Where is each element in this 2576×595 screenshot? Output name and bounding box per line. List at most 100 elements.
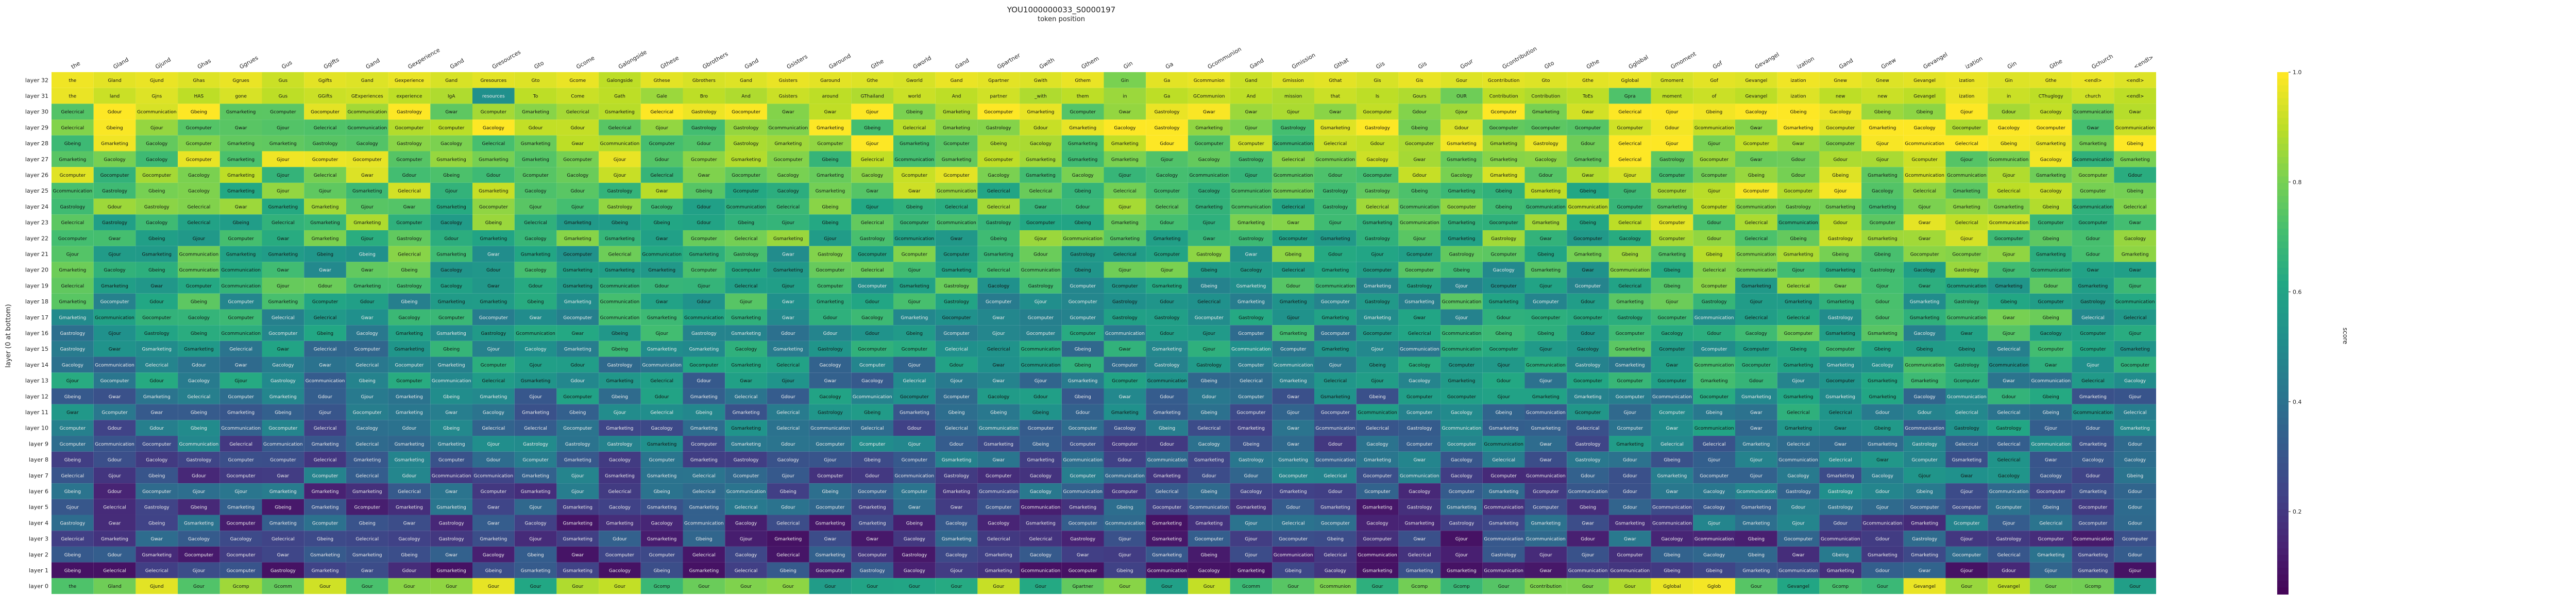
- heatmap-cell: [725, 104, 767, 120]
- cell-token-label: Gastrology: [102, 189, 127, 194]
- heatmap-cell: [1020, 262, 1062, 278]
- colorbar-swatch: [2277, 78, 2289, 86]
- heatmap-cell: [1314, 451, 1357, 468]
- heatmap-cell: [1230, 483, 1273, 499]
- heatmap-cell: [1104, 182, 1146, 199]
- x-tick-label: Gthe: [1585, 58, 1601, 71]
- heatmap-cell: [388, 341, 431, 357]
- cell-token-label: Gsmarketing: [1026, 521, 1056, 526]
- cell-token-label: Gcommunication: [1947, 284, 1987, 289]
- heatmap-cell: [52, 246, 94, 262]
- cell-token-label: Gastrology: [944, 473, 969, 479]
- heatmap-cell: [1903, 404, 1946, 420]
- cell-token-label: Gbeing: [696, 189, 712, 194]
- heatmap-cell: [599, 420, 641, 436]
- heatmap-cell: [1104, 341, 1146, 357]
- cell-token-label: Gwar: [992, 458, 1005, 463]
- heatmap-cell: [178, 309, 220, 326]
- cell-token-label: Gocomputer: [1573, 236, 1602, 242]
- cell-token-label: Gastrology: [1912, 537, 1937, 542]
- heatmap-cell: [1020, 309, 1062, 326]
- heatmap-cell: [388, 356, 431, 373]
- cell-token-label: Gbeing: [401, 300, 417, 305]
- heatmap-cell: [514, 88, 557, 104]
- cell-token-label: Gmarketing: [1911, 521, 1938, 526]
- cell-token-label: Gocomputer: [1363, 173, 1392, 178]
- cell-token-label: Gjour: [1329, 363, 1342, 368]
- heatmap-cell: [178, 246, 220, 262]
- heatmap-cell: [135, 88, 178, 104]
- heatmap-cell: [2029, 135, 2072, 151]
- heatmap-cell: [640, 404, 683, 420]
- heatmap-cell: [135, 214, 178, 230]
- heatmap-cell: [262, 262, 304, 278]
- cell-token-label: Gsmarketing: [1447, 142, 1477, 147]
- colorbar-swatch: [2277, 85, 2289, 92]
- cell-token-label: Gbeing: [1874, 426, 1891, 431]
- heatmap-cell: [1061, 104, 1104, 120]
- cell-token-label: Gcomputer: [986, 505, 1012, 511]
- cell-token-label: Gjour: [782, 220, 795, 226]
- cell-token-label: Gour: [1961, 584, 1972, 589]
- cell-token-label: Gjour: [319, 410, 332, 415]
- heatmap-cell: [1482, 483, 1525, 499]
- cell-token-label: Gelecrical: [1366, 426, 1389, 431]
- y-tick-label: layer 28: [25, 140, 48, 147]
- heatmap-cell: [1272, 198, 1314, 215]
- cell-token-label: Gdour: [1581, 473, 1595, 479]
- heatmap-cell: [1777, 293, 1820, 310]
- heatmap-cell: [1988, 230, 2030, 246]
- heatmap-cell: [2072, 388, 2114, 404]
- cell-token-label: Gwar: [109, 395, 121, 400]
- cell-token-label: Gcommunication: [1189, 173, 1229, 178]
- cell-token-label: Gcomputer: [228, 300, 254, 305]
- cell-token-label: Gastrology: [144, 331, 170, 336]
- cell-token-label: Gocomputer: [2037, 126, 2065, 131]
- heatmap-cell: [1482, 214, 1525, 230]
- cell-token-label: Gsmarketing: [900, 410, 929, 415]
- cell-token-label: Gdour: [1328, 173, 1343, 178]
- cell-token-label: Gocomputer: [732, 110, 760, 115]
- cell-token-label: Gcomputer: [270, 458, 296, 463]
- heatmap-cell: [304, 420, 346, 436]
- cell-token-label: Gacology: [440, 142, 463, 147]
- cell-token-label: Gsmarketing: [1152, 284, 1182, 289]
- heatmap-cell: [935, 372, 978, 388]
- cell-token-label: Gjour: [908, 442, 921, 447]
- cell-token-label: Gdour: [1160, 395, 1174, 400]
- cell-token-label: Gcomputer: [1617, 553, 1643, 558]
- cell-token-label: Gand: [951, 78, 963, 83]
- heatmap-cell: [1356, 309, 1399, 326]
- heatmap-cell: [1988, 246, 2030, 262]
- heatmap-cell: [1988, 293, 2030, 310]
- cell-token-label: Gsmarketing: [731, 442, 761, 447]
- heatmap-cell: [388, 72, 431, 88]
- cell-token-label: Gdour: [402, 568, 417, 573]
- heatmap-cell: [1819, 214, 1862, 230]
- heatmap-cell: [1524, 341, 1567, 357]
- cell-token-label: Gjour: [1624, 189, 1637, 194]
- cell-token-label: Gjour: [234, 379, 247, 384]
- heatmap-cell: [135, 167, 178, 183]
- cell-token-label: Gsmarketing: [521, 252, 551, 258]
- cell-token-label: Gacology: [357, 426, 379, 431]
- cell-token-label: Gwar: [698, 173, 710, 178]
- heatmap-cell: [2029, 198, 2072, 215]
- cell-token-label: Gjour: [1245, 521, 1258, 526]
- cell-token-label: Gdour: [1581, 331, 1595, 336]
- heatmap-cell: [1651, 214, 1693, 230]
- heatmap-cell: [2114, 499, 2156, 515]
- cell-token-label: Gwar: [1792, 553, 1805, 558]
- cell-token-label: Gcommunication: [1231, 189, 1271, 194]
- heatmap-cell: [178, 278, 220, 294]
- cell-token-label: Gmarketing: [227, 189, 255, 194]
- cell-token-label: Gsmarketing: [2036, 142, 2066, 147]
- heatmap-cell: [1861, 135, 1904, 151]
- heatmap-cell: [1020, 467, 1062, 484]
- cell-token-label: Gjour: [950, 379, 963, 384]
- cell-token-label: Gastrology: [607, 442, 633, 447]
- heatmap-cell: [556, 372, 599, 388]
- cell-token-label: Gelecrical: [1997, 189, 2021, 194]
- heatmap-cell: [556, 262, 599, 278]
